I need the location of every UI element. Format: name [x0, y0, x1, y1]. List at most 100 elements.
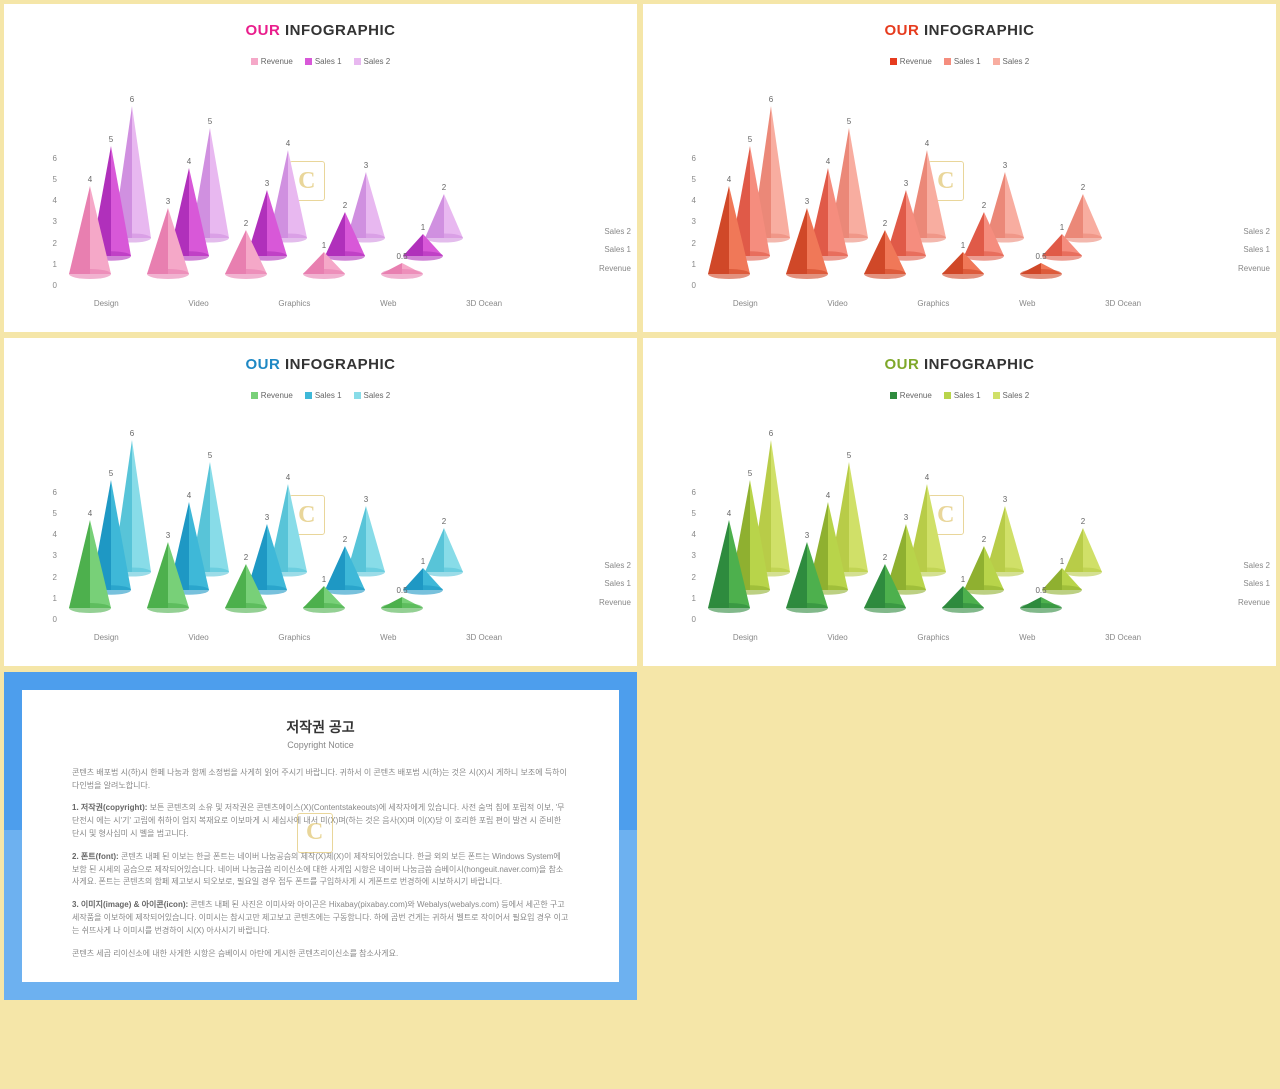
- y-axis: 0123456: [680, 154, 696, 290]
- pyramid-value: 5: [847, 117, 851, 126]
- legend-label: Revenue: [261, 391, 293, 400]
- pyramid-value: 2: [244, 219, 248, 228]
- pyramid: 1: [942, 252, 984, 274]
- chart-area: 0123456DesignVideoGraphicsWeb3D OceanRev…: [698, 99, 1246, 302]
- pyramid-value: 2: [1081, 517, 1085, 526]
- y-tick: 2: [41, 239, 57, 248]
- pyramid-value: 3: [166, 197, 170, 206]
- pyramid: 4: [708, 520, 750, 608]
- pyramid-value: 4: [88, 509, 92, 518]
- y-tick: 3: [680, 217, 696, 226]
- y-tick: 0: [41, 615, 57, 624]
- legend-item: Revenue: [251, 57, 293, 66]
- y-tick: 0: [680, 281, 696, 290]
- legend-item: Sales 1: [944, 391, 981, 400]
- pyramid: 2: [225, 564, 267, 608]
- chart-area: 0123456DesignVideoGraphicsWeb3D OceanRev…: [59, 433, 607, 636]
- legend-label: Revenue: [261, 57, 293, 66]
- legend-item: Sales 1: [944, 57, 981, 66]
- pyramid: 2: [964, 212, 1004, 256]
- pyramid-value: 6: [130, 95, 134, 104]
- y-tick: 0: [680, 615, 696, 624]
- pyramid: 1: [403, 234, 443, 256]
- chart-area: 0123456DesignVideoGraphicsWeb3D OceanRev…: [59, 99, 607, 302]
- y-tick: 1: [680, 260, 696, 269]
- pyramid-value: 2: [982, 201, 986, 210]
- pyramid: 1: [403, 568, 443, 590]
- depth-label: Sales 2: [1243, 227, 1270, 236]
- pyramid: 2: [325, 212, 365, 256]
- pyramid-value: 6: [130, 429, 134, 438]
- legend-item: Sales 1: [305, 57, 342, 66]
- legend-item: Sales 2: [993, 57, 1030, 66]
- pyramid-value: 4: [925, 139, 929, 148]
- pyramid-value: 4: [187, 157, 191, 166]
- legend-swatch: [993, 392, 1000, 399]
- pyramid-value: 4: [286, 139, 290, 148]
- pyramid-value: 3: [904, 513, 908, 522]
- pyramid: 2: [1064, 194, 1102, 238]
- pyramid-value: 3: [364, 161, 368, 170]
- pyramid-value: 5: [109, 469, 113, 478]
- chart-title: OUR INFOGRAPHIC: [643, 338, 1276, 373]
- pyramid-value: 3: [805, 531, 809, 540]
- pyramid-value: 4: [187, 491, 191, 500]
- title-accent: OUR: [245, 22, 280, 39]
- pyramid-value: 3: [166, 531, 170, 540]
- pyramid-value: 0.5: [396, 252, 407, 261]
- y-tick: 4: [41, 196, 57, 205]
- pyramid: 3: [786, 542, 828, 608]
- pyramid: 2: [864, 564, 906, 608]
- legend-label: Sales 2: [1003, 391, 1030, 400]
- copyright-panel: 저작권 공고 Copyright Notice 콘텐츠 배포법 시(하)시 한페…: [4, 672, 637, 1000]
- legend-item: Revenue: [890, 391, 932, 400]
- pyramid: 2: [325, 546, 365, 590]
- pyramid: 2: [864, 230, 906, 274]
- pyramid: 1: [1042, 234, 1082, 256]
- pyramid-value: 2: [1081, 183, 1085, 192]
- depth-label: Sales 2: [604, 227, 631, 236]
- pyramid-value: 4: [826, 491, 830, 500]
- y-axis: 0123456: [680, 488, 696, 624]
- pyramid: 2: [425, 194, 463, 238]
- depth-label: Sales 1: [604, 579, 631, 588]
- y-tick: 5: [680, 175, 696, 184]
- chart-panel-green: OUR INFOGRAPHICRevenueSales 1Sales 2C012…: [643, 338, 1276, 666]
- y-tick: 4: [41, 530, 57, 539]
- pyramid-value: 4: [826, 157, 830, 166]
- pyramid: 1: [303, 586, 345, 608]
- depth-label: Sales 2: [604, 561, 631, 570]
- y-tick: 6: [41, 488, 57, 497]
- legend-item: Sales 2: [354, 391, 391, 400]
- pyramid-value: 5: [208, 117, 212, 126]
- pyramid-value: 2: [883, 553, 887, 562]
- copyright-p4: 3. 이미지(image) & 아이콘(icon): 콘텐츠 내페 된 사진은 …: [72, 899, 569, 937]
- pyramid-value: 1: [961, 241, 965, 250]
- pyramid: 2: [225, 230, 267, 274]
- legend: RevenueSales 1Sales 2: [643, 57, 1276, 67]
- title-accent: OUR: [884, 356, 919, 373]
- title-rest: INFOGRAPHIC: [280, 356, 395, 373]
- copyright-inner: 저작권 공고 Copyright Notice 콘텐츠 배포법 시(하)시 한페…: [22, 690, 619, 982]
- y-axis: 0123456: [41, 154, 57, 290]
- legend-label: Sales 1: [315, 57, 342, 66]
- legend-label: Revenue: [900, 391, 932, 400]
- copyright-p1: 콘텐츠 배포법 시(하)시 한페 나눔과 함께 소정법을 사게히 읽어 주시기 …: [72, 767, 569, 793]
- pyramid: 0.5: [381, 263, 423, 274]
- pyramid-value: 5: [748, 135, 752, 144]
- pyramid-value: 3: [364, 495, 368, 504]
- chart-area: 0123456DesignVideoGraphicsWeb3D OceanRev…: [698, 433, 1246, 636]
- y-tick: 1: [41, 260, 57, 269]
- pyramid-value: 6: [769, 429, 773, 438]
- y-tick: 5: [680, 509, 696, 518]
- y-tick: 2: [41, 573, 57, 582]
- y-tick: 3: [680, 551, 696, 560]
- y-axis: 0123456: [41, 488, 57, 624]
- pyramid-value: 2: [442, 183, 446, 192]
- depth-label: Sales 1: [1243, 579, 1270, 588]
- pyramid-value: 5: [748, 469, 752, 478]
- title-accent: OUR: [245, 356, 280, 373]
- y-tick: 5: [41, 509, 57, 518]
- legend-swatch: [354, 58, 361, 65]
- cones: 6 5 4 3 2 5 4 3 2 1 4: [698, 99, 1246, 302]
